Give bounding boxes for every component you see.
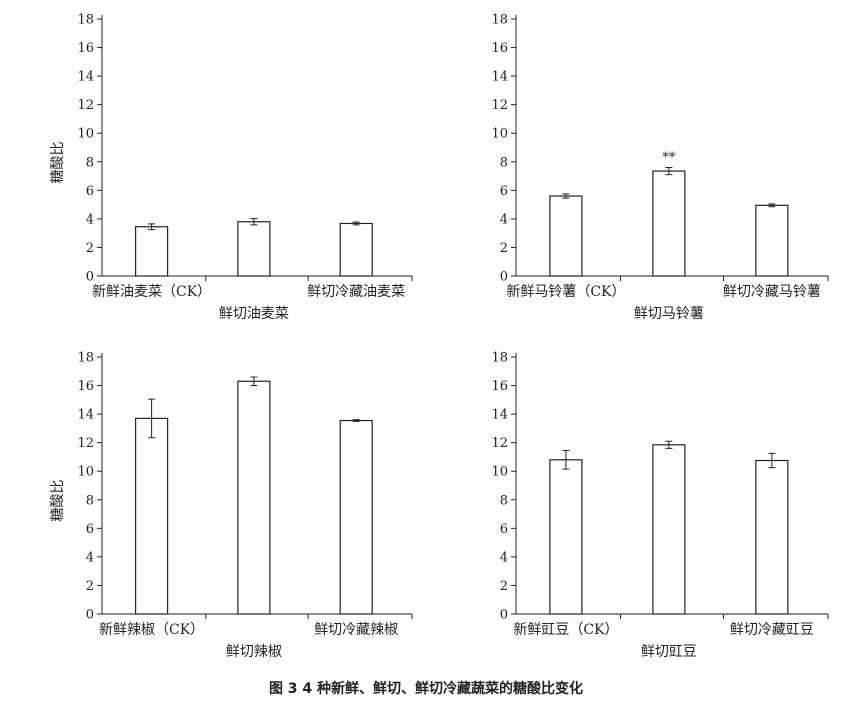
y-tick-label: 12 [77, 436, 94, 451]
y-tick-label: 16 [77, 41, 94, 56]
category-label: 鲜切冷藏油麦菜 [307, 284, 405, 300]
y-tick-label: 4 [500, 212, 508, 227]
y-tick-label: 12 [491, 436, 508, 451]
category-label: 新鲜豇豆（CK） [513, 622, 618, 638]
y-tick-label: 10 [77, 127, 94, 142]
y-tick-label: 14 [491, 408, 508, 423]
y-tick-label: 14 [77, 408, 94, 423]
y-tick-label: 8 [86, 155, 94, 170]
y-tick-label: 0 [86, 270, 94, 285]
category-label: 鲜切冷藏豇豆 [730, 622, 814, 638]
category-label: 鲜切油麦菜 [219, 306, 289, 322]
category-label: 鲜切马铃薯 [634, 306, 704, 322]
bar [339, 222, 373, 277]
y-tick-label: 18 [491, 351, 508, 366]
y-tick-label: 12 [77, 98, 94, 113]
y-tick-label: 0 [500, 608, 508, 623]
bar [549, 195, 583, 277]
y-axis-label: 糖酸比 [50, 480, 66, 522]
bar [549, 459, 583, 615]
y-tick-label: 6 [500, 522, 508, 537]
y-tick-label: 6 [86, 184, 94, 199]
y-tick-label: 2 [86, 241, 94, 256]
bar [652, 170, 686, 277]
y-tick-label: 14 [491, 70, 508, 85]
y-tick-label: 4 [86, 550, 94, 565]
bar [135, 226, 169, 277]
y-tick-label: 2 [500, 579, 508, 594]
panel-4: 0 2 4 6 8 10 12 14 16 18 新鲜豇豆（CK） 鲜切豇豆 鲜切冷藏豇豆 [491, 351, 829, 660]
y-tick-label: 6 [86, 522, 94, 537]
y-tick-label: 16 [77, 379, 94, 394]
bar [339, 419, 373, 615]
category-label: 鲜切冷藏马铃薯 [723, 284, 821, 300]
bar [135, 417, 169, 615]
y-tick-label: 0 [86, 608, 94, 623]
category-label: 新鲜辣椒（CK） [99, 622, 204, 638]
y-tick-label: 18 [491, 13, 508, 28]
category-label: 新鲜油麦菜（CK） [92, 284, 211, 300]
y-tick-label: 16 [491, 379, 508, 394]
y-tick-label: 16 [491, 41, 508, 56]
y-axis-label: 糖酸比 [50, 142, 66, 184]
bar [755, 204, 789, 277]
y-tick-label: 0 [500, 270, 508, 285]
y-tick-label: 4 [86, 212, 94, 227]
y-tick-label: 2 [86, 579, 94, 594]
y-tick-label: 4 [500, 550, 508, 565]
y-tick-label: 10 [77, 465, 94, 480]
y-tick-label: 8 [86, 493, 94, 508]
y-tick-label: 2 [500, 241, 508, 256]
category-label: 鲜切辣椒 [226, 644, 282, 660]
category-label: 鲜切豇豆 [641, 644, 697, 660]
chart-canvas: 024681012141618糖酸比新鲜油麦菜（CK）鲜切油麦菜鲜切冷藏油麦菜0… [50, 13, 829, 660]
y-tick-label: 18 [77, 13, 94, 28]
y-tick-label: 10 [491, 465, 508, 480]
y-tick-label: 8 [500, 493, 508, 508]
bar [652, 444, 686, 615]
category-label: 鲜切冷藏辣椒 [314, 622, 398, 638]
y-tick-label: 14 [77, 70, 94, 85]
y-tick-label: 10 [491, 127, 508, 142]
y-tick-label: 18 [77, 351, 94, 366]
significance-label: ** [662, 150, 676, 165]
figure-caption: 图 3 4 种新鲜、鲜切、鲜切冷藏蔬菜的糖酸比变化 [268, 681, 584, 697]
bar [237, 380, 271, 615]
bar [237, 221, 271, 277]
category-label: 新鲜马铃薯（CK） [506, 284, 625, 300]
panel-2: 0 2 4 6 8 10 12 14 16 18 ** 新鲜马铃薯（CK） 鲜切马铃薯 鲜切冷藏马铃薯 [491, 13, 829, 322]
y-tick-label: 6 [500, 184, 508, 199]
y-tick-label: 8 [500, 155, 508, 170]
bar [755, 459, 789, 615]
y-tick-label: 12 [491, 98, 508, 113]
